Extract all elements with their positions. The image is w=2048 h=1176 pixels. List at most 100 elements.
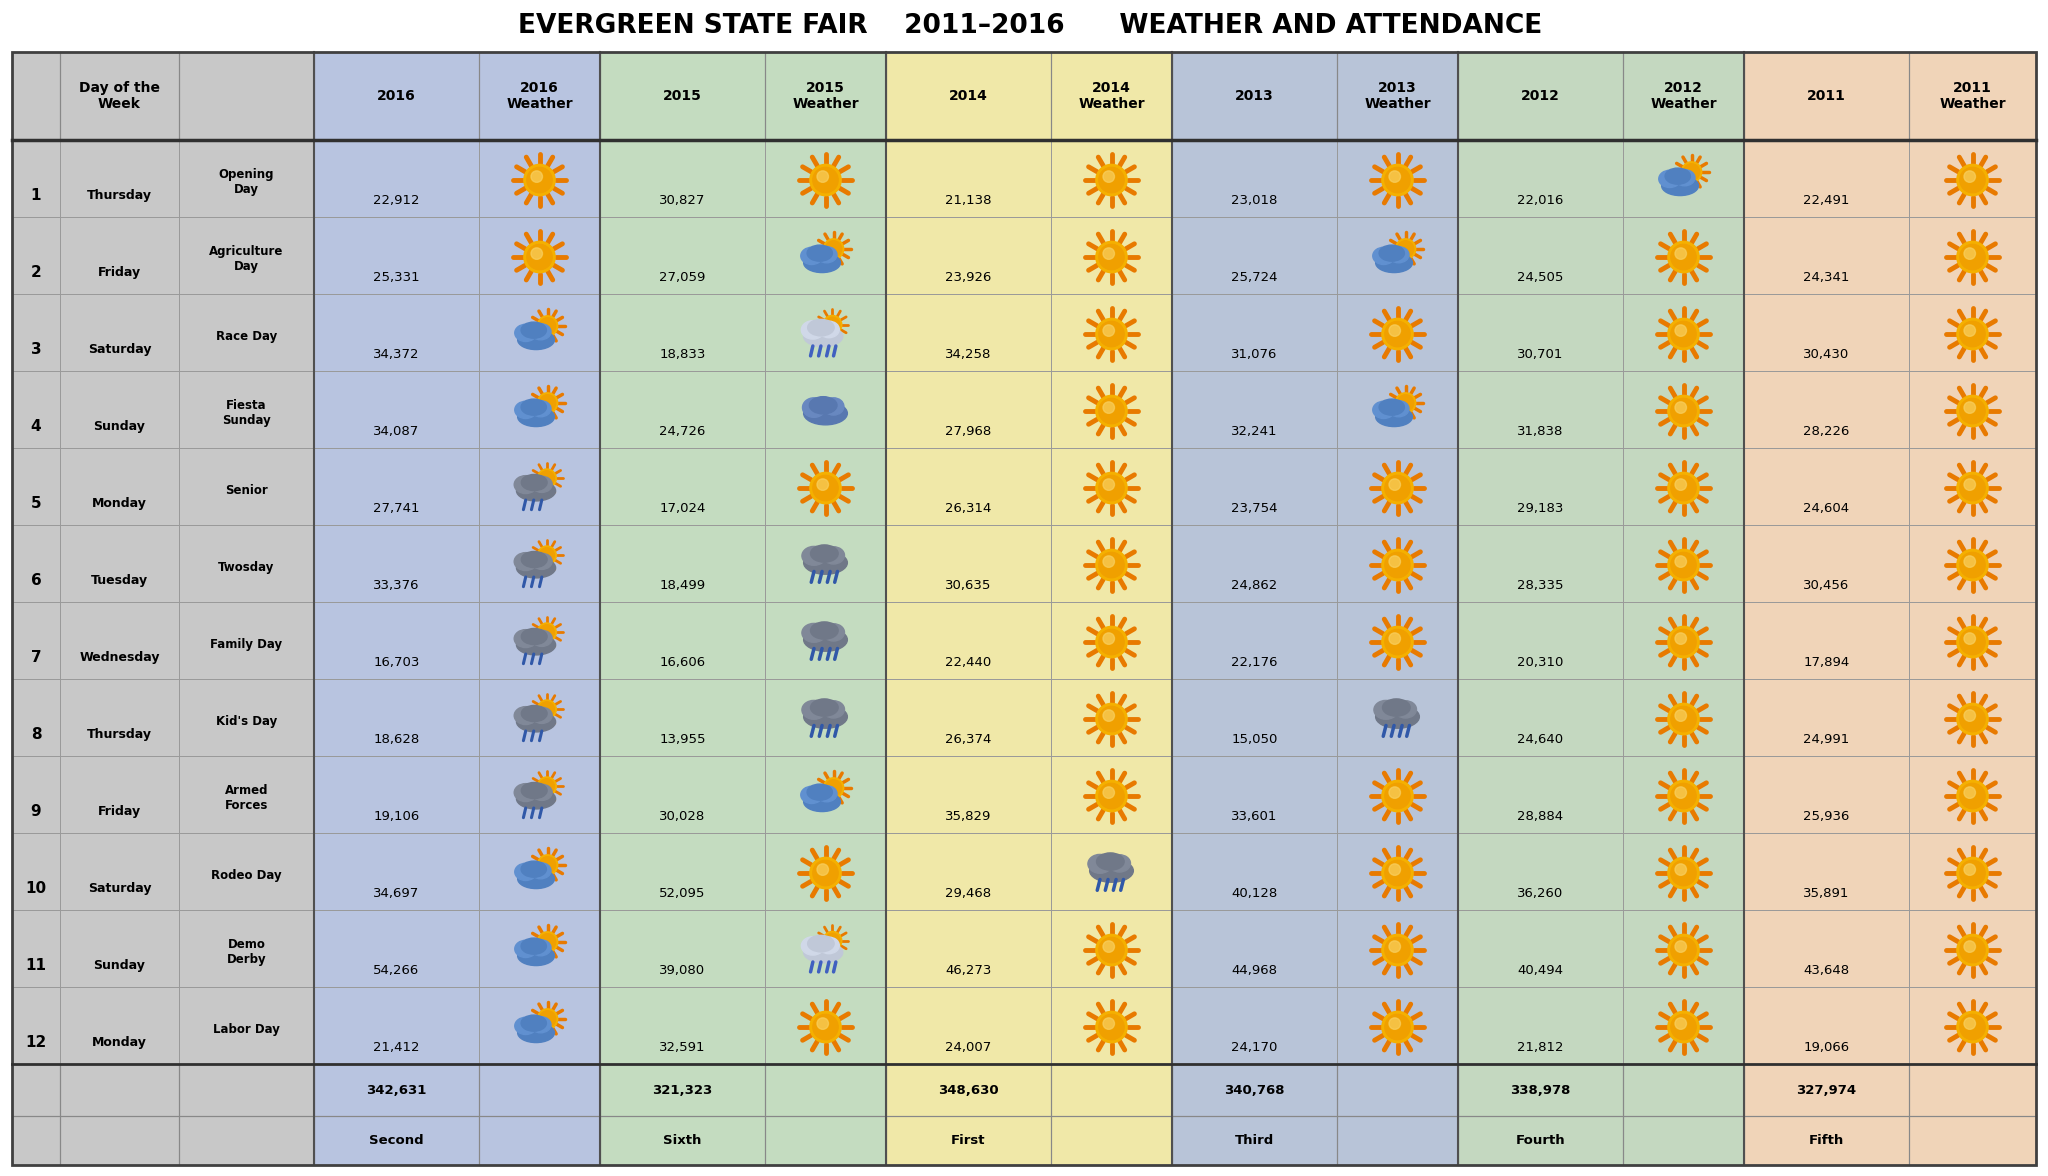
Text: Labor Day: Labor Day [213, 1023, 281, 1036]
Bar [1458, 52, 1622, 1165]
Circle shape [1667, 935, 1700, 965]
Text: 10: 10 [25, 881, 47, 896]
Text: 13,955: 13,955 [659, 733, 707, 746]
Bar [766, 679, 887, 756]
Bar [1745, 370, 1909, 448]
Text: 18,833: 18,833 [659, 348, 707, 361]
Text: 340,768: 340,768 [1225, 1083, 1284, 1096]
Ellipse shape [1378, 245, 1405, 261]
Text: 22,912: 22,912 [373, 194, 420, 207]
Text: 32,241: 32,241 [1231, 425, 1278, 437]
Circle shape [1671, 553, 1696, 577]
Circle shape [1956, 1011, 1989, 1043]
Bar [313, 294, 479, 370]
Circle shape [1671, 475, 1696, 501]
Bar [1171, 524, 1337, 602]
Bar [1051, 833, 1171, 910]
Text: 5: 5 [31, 496, 41, 510]
Text: Agriculture
Day: Agriculture Day [209, 246, 285, 273]
Bar [1909, 218, 2036, 294]
Text: Monday: Monday [92, 1036, 147, 1049]
Bar [59, 294, 178, 370]
Ellipse shape [1395, 701, 1417, 719]
Ellipse shape [518, 330, 555, 349]
Text: 9: 9 [31, 804, 41, 818]
Bar [766, 987, 887, 1064]
Ellipse shape [530, 323, 551, 340]
Circle shape [823, 931, 842, 950]
Circle shape [1100, 629, 1124, 655]
Bar [12, 218, 59, 294]
Text: 22,016: 22,016 [1518, 194, 1565, 207]
Circle shape [1100, 707, 1124, 731]
Bar [1337, 910, 1458, 987]
Text: Family Day: Family Day [211, 637, 283, 650]
Ellipse shape [514, 629, 537, 648]
Text: 2013: 2013 [1235, 89, 1274, 103]
Bar [59, 370, 178, 448]
Circle shape [1671, 783, 1696, 809]
Bar [178, 370, 313, 448]
Text: 24,341: 24,341 [1804, 270, 1849, 283]
Circle shape [1671, 937, 1696, 963]
Bar [1337, 370, 1458, 448]
Circle shape [809, 1011, 842, 1043]
Ellipse shape [522, 474, 547, 490]
Text: 35,829: 35,829 [946, 809, 991, 822]
Circle shape [809, 857, 842, 889]
Bar [600, 218, 766, 294]
Ellipse shape [530, 784, 553, 801]
Circle shape [1675, 556, 1686, 567]
Text: 23,018: 23,018 [1231, 194, 1278, 207]
Bar [766, 524, 887, 602]
Bar [1171, 370, 1337, 448]
Ellipse shape [1376, 706, 1419, 728]
Bar [1622, 52, 1745, 1165]
Circle shape [537, 623, 557, 642]
Ellipse shape [520, 938, 547, 954]
Text: 3: 3 [31, 342, 41, 358]
Ellipse shape [803, 791, 840, 811]
Text: 26,374: 26,374 [946, 733, 991, 746]
Text: 34,087: 34,087 [373, 425, 420, 437]
Circle shape [1096, 781, 1126, 811]
Ellipse shape [1096, 853, 1124, 870]
Circle shape [539, 624, 555, 640]
Bar [479, 218, 600, 294]
Bar [178, 218, 313, 294]
Bar [887, 140, 1051, 218]
Circle shape [1100, 937, 1124, 963]
Circle shape [1956, 473, 1989, 503]
Bar [1171, 52, 1337, 1165]
Bar [1171, 140, 1337, 218]
Bar [59, 524, 178, 602]
Ellipse shape [1090, 860, 1133, 882]
Circle shape [813, 861, 838, 886]
Circle shape [1384, 321, 1411, 347]
Bar [1909, 524, 2036, 602]
Text: Thursday: Thursday [86, 189, 152, 202]
Bar [12, 370, 59, 448]
Bar [1171, 448, 1337, 524]
Bar [1622, 218, 1745, 294]
Bar [1051, 1116, 1171, 1165]
Ellipse shape [1378, 399, 1405, 415]
Bar [178, 602, 313, 679]
Text: 23,754: 23,754 [1231, 501, 1278, 515]
Text: Twosday: Twosday [219, 561, 274, 574]
Ellipse shape [811, 699, 838, 716]
Text: Demo
Derby: Demo Derby [227, 938, 266, 967]
Bar [766, 52, 887, 140]
Circle shape [539, 470, 555, 486]
Circle shape [526, 167, 553, 193]
Bar [1622, 140, 1745, 218]
Bar [1909, 294, 2036, 370]
Circle shape [1104, 941, 1114, 953]
Bar [1745, 756, 1909, 833]
Text: 2015
Weather: 2015 Weather [793, 81, 858, 111]
Circle shape [1104, 710, 1114, 721]
Ellipse shape [817, 786, 838, 802]
Circle shape [1675, 941, 1686, 953]
Ellipse shape [801, 247, 823, 265]
Text: 17,024: 17,024 [659, 501, 707, 515]
